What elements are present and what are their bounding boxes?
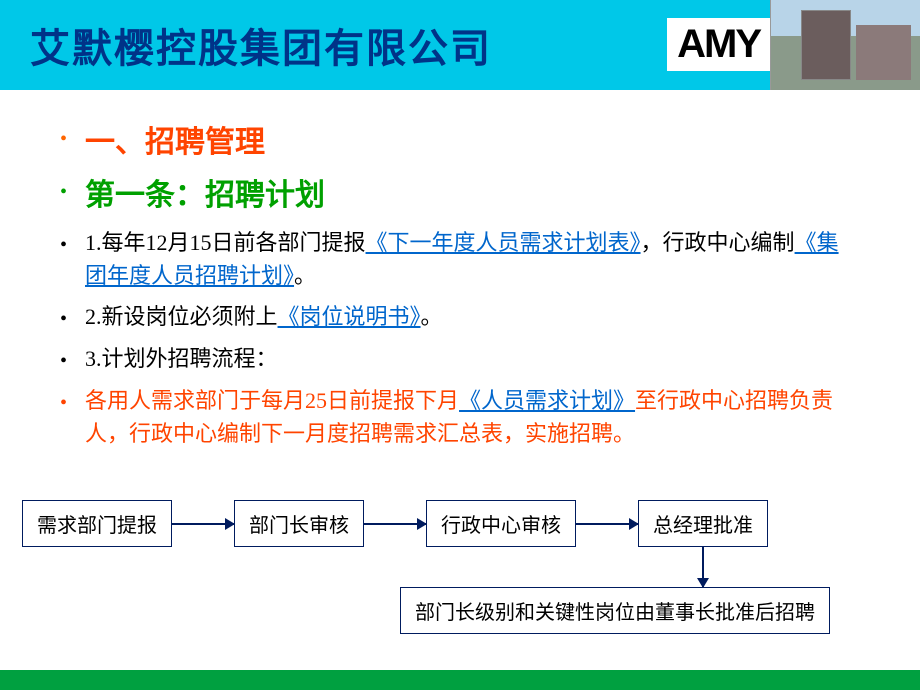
doc-link[interactable]: 《人员需求计划》 [459, 388, 635, 413]
body-text: 2.新设岗位必须附上《岗位说明书》。 [85, 300, 443, 333]
bullet-icon: • [60, 124, 67, 154]
body-line-3: • 3.计划外招聘流程： [60, 342, 860, 376]
heading-2-row: • 第一条：招聘计划 [60, 173, 860, 218]
text-part: 。 [294, 263, 316, 288]
heading-1: 一、招聘管理 [85, 120, 265, 165]
footer-bar [0, 670, 920, 690]
bullet-icon: • [60, 177, 67, 207]
text-part: 2.新设岗位必须附上 [85, 304, 278, 329]
doc-link[interactable]: 《岗位说明书》 [278, 304, 421, 329]
arrow-right-icon [576, 523, 638, 525]
flow-node-request: 需求部门提报 [22, 500, 172, 547]
arrow-right-icon [172, 523, 234, 525]
body-line-2: • 2.新设岗位必须附上《岗位说明书》。 [60, 300, 860, 334]
bullet-icon: • [60, 230, 67, 260]
heading-1-row: • 一、招聘管理 [60, 120, 860, 165]
body-line-1: • 1.每年12月15日前各部门提报《下一年度人员需求计划表》，行政中心编制《集… [60, 226, 860, 292]
logo-text: AMY [667, 18, 770, 71]
flow-node-admin-review: 行政中心审核 [426, 500, 576, 547]
building-image [770, 0, 920, 90]
arrow-right-icon [364, 523, 426, 525]
bullet-icon: • [60, 346, 67, 376]
company-title: 艾默樱控股集团有限公司 [30, 16, 492, 74]
flowchart: 需求部门提报 部门长审核 行政中心审核 总经理批准 部门长级别和关键性岗位由董事… [0, 500, 920, 547]
body-text: 各用人需求部门于每月25日前提报下月《人员需求计划》至行政中心招聘负责人，行政中… [85, 384, 860, 450]
slide-content: • 一、招聘管理 • 第一条：招聘计划 • 1.每年12月15日前各部门提报《下… [0, 90, 920, 468]
flow-node-chairman-approve: 部门长级别和关键性岗位由董事长批准后招聘 [400, 587, 830, 634]
body-line-4: • 各用人需求部门于每月25日前提报下月《人员需求计划》至行政中心招聘负责人，行… [60, 384, 860, 450]
bullet-icon: • [60, 388, 67, 418]
arrow-down-icon [702, 547, 704, 587]
text-part: 1.每年12月15日前各部门提报 [85, 230, 366, 255]
text-part: 各用人需求部门于每月25日前提报下月 [85, 388, 459, 413]
body-text: 3.计划外招聘流程： [85, 342, 278, 375]
flow-node-dept-review: 部门长审核 [234, 500, 364, 547]
heading-2: 第一条：招聘计划 [85, 173, 325, 218]
flow-node-gm-approve: 总经理批准 [638, 500, 768, 547]
text-part: 。 [421, 304, 443, 329]
bullet-icon: • [60, 304, 67, 334]
header: 艾默樱控股集团有限公司 AMY [0, 0, 920, 90]
doc-link[interactable]: 《下一年度人员需求计划表》 [366, 230, 641, 255]
flow-row-1: 需求部门提报 部门长审核 行政中心审核 总经理批准 [0, 500, 920, 547]
body-text: 1.每年12月15日前各部门提报《下一年度人员需求计划表》，行政中心编制《集团年… [85, 226, 860, 292]
text-part: ，行政中心编制 [641, 230, 795, 255]
